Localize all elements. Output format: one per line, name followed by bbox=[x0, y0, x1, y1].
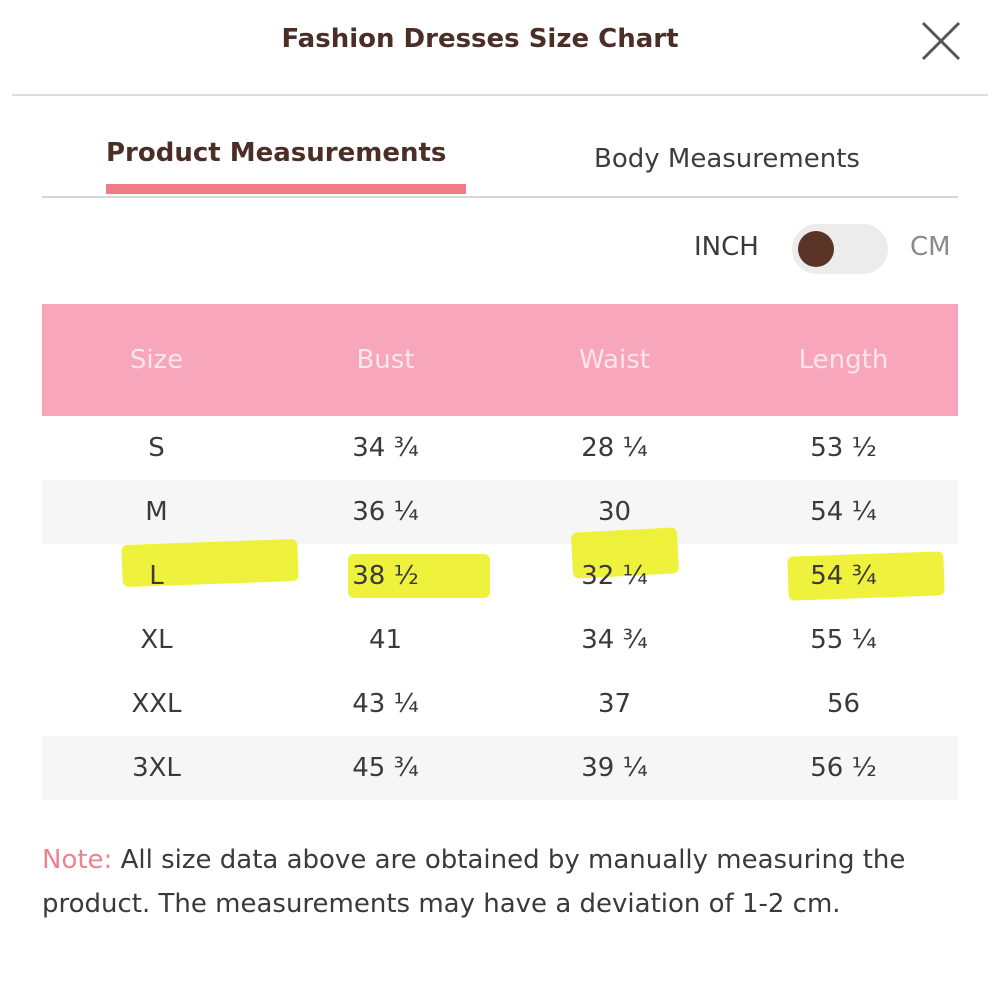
table-cell: M bbox=[42, 497, 271, 527]
tab-body-measurements[interactable]: Body Measurements bbox=[594, 144, 860, 174]
toggle-knob bbox=[798, 231, 834, 267]
cell-text: 34 ¾ bbox=[581, 625, 648, 655]
cell-text: 30 bbox=[597, 497, 632, 527]
cell-text: 56 ½ bbox=[810, 753, 877, 783]
table-cell: S bbox=[42, 433, 271, 463]
table-row: S 34 ¾ 28 ¼ 53 ½ bbox=[42, 416, 958, 480]
table-cell: 56 bbox=[729, 689, 958, 719]
table-cell: 30 bbox=[500, 497, 729, 527]
cell-text: L bbox=[149, 561, 164, 591]
cell-text: 56 bbox=[826, 689, 861, 719]
close-button[interactable] bbox=[916, 16, 966, 66]
column-header-length: Length bbox=[798, 345, 889, 375]
note-text: All size data above are obtained by manu… bbox=[42, 845, 906, 919]
table-cell: 28 ¼ bbox=[500, 433, 729, 463]
cell-text: 32 ¼ bbox=[581, 561, 648, 591]
tab-product-measurements[interactable]: Product Measurements bbox=[106, 138, 447, 168]
close-icon bbox=[921, 21, 961, 61]
cell-text: 38 ½ bbox=[352, 561, 419, 591]
size-table: Size Bust Waist Length S 34 ¾ 28 ¼ 53 ½ … bbox=[42, 304, 958, 800]
header: Fashion Dresses Size Chart bbox=[0, 0, 1000, 96]
page-title: Fashion Dresses Size Chart bbox=[281, 24, 679, 54]
cell-text: M bbox=[145, 497, 168, 527]
table-row: XL 41 34 ¾ 55 ¼ bbox=[42, 608, 958, 672]
highlight-mark bbox=[348, 554, 490, 598]
unit-label-inch: INCH bbox=[694, 232, 759, 262]
cell-text: 28 ¼ bbox=[581, 433, 648, 463]
unit-label-cm: CM bbox=[910, 232, 951, 262]
column-header-size: Size bbox=[129, 345, 184, 375]
table-cell: 34 ¾ bbox=[271, 433, 500, 463]
table-row: XXL 43 ¼ 37 56 bbox=[42, 672, 958, 736]
cell-text: S bbox=[148, 433, 165, 463]
cell-text: 54 ¼ bbox=[810, 497, 877, 527]
table-row-highlighted: L 38 ½ 32 ¼ 54 ¾ bbox=[42, 527, 958, 608]
tabs-divider bbox=[42, 196, 958, 198]
cell-text: 41 bbox=[368, 625, 403, 655]
column-header-bust: Bust bbox=[356, 345, 415, 375]
table-cell: 54 ¼ bbox=[729, 497, 958, 527]
table-cell: 43 ¼ bbox=[271, 689, 500, 719]
cell-text: 39 ¼ bbox=[581, 753, 648, 783]
table-cell: XXL bbox=[42, 689, 271, 719]
table-cell: 38 ½ bbox=[271, 561, 500, 591]
table-cell: L bbox=[42, 561, 271, 591]
table-header-row: Size Bust Waist Length bbox=[42, 304, 958, 416]
table-cell: 41 bbox=[271, 625, 500, 655]
table-row: M 36 ¼ 30 54 ¼ bbox=[42, 480, 958, 544]
table-cell: 56 ½ bbox=[729, 753, 958, 783]
cell-text: 43 ¼ bbox=[352, 689, 419, 719]
cell-text: 55 ¼ bbox=[810, 625, 877, 655]
cell-text: XXL bbox=[131, 689, 182, 719]
note-label: Note: bbox=[42, 845, 113, 875]
column-header-waist: Waist bbox=[579, 345, 650, 375]
table-cell: XL bbox=[42, 625, 271, 655]
table-cell: 37 bbox=[500, 689, 729, 719]
unit-toggle[interactable] bbox=[792, 224, 888, 274]
cell-text: 3XL bbox=[132, 753, 181, 783]
header-divider bbox=[12, 94, 988, 96]
cell-text: 45 ¾ bbox=[352, 753, 419, 783]
table-cell: 45 ¾ bbox=[271, 753, 500, 783]
table-cell: 55 ¼ bbox=[729, 625, 958, 655]
table-cell: 53 ½ bbox=[729, 433, 958, 463]
table-cell: 3XL bbox=[42, 753, 271, 783]
active-tab-indicator bbox=[106, 184, 466, 194]
table-cell: 39 ¼ bbox=[500, 753, 729, 783]
cell-text: 37 bbox=[597, 689, 632, 719]
cell-text: 53 ½ bbox=[810, 433, 877, 463]
table-cell: 32 ¼ bbox=[500, 561, 729, 591]
table-cell: 36 ¼ bbox=[271, 497, 500, 527]
table-cell: 54 ¾ bbox=[729, 561, 958, 591]
cell-text: 34 ¾ bbox=[352, 433, 419, 463]
table-row: 3XL 45 ¾ 39 ¼ 56 ½ bbox=[42, 736, 958, 800]
highlight-mark bbox=[121, 538, 299, 588]
cell-text: 54 ¾ bbox=[810, 561, 877, 591]
table-cell: 34 ¾ bbox=[500, 625, 729, 655]
cell-text: XL bbox=[140, 625, 173, 655]
cell-text: 36 ¼ bbox=[352, 497, 419, 527]
size-note: Note: All size data above are obtained b… bbox=[42, 838, 942, 926]
